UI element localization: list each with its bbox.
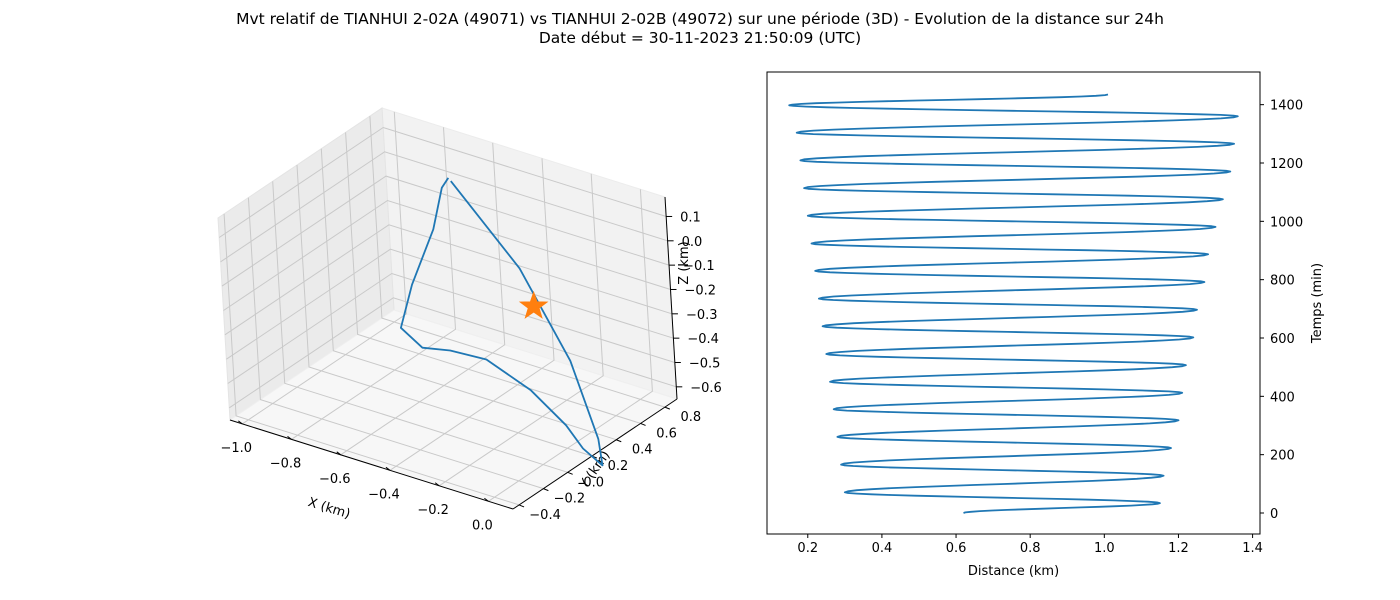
y-tick xyxy=(567,471,573,475)
y-tick xyxy=(616,439,622,443)
y-tick-label: 0.4 xyxy=(632,443,653,458)
y-tick-label: 800 xyxy=(1270,274,1295,289)
y-tick-label: 400 xyxy=(1270,390,1295,405)
y-tick-label: 0.8 xyxy=(681,410,702,425)
y-tick-label: 0 xyxy=(1270,507,1278,522)
x-tick xyxy=(484,497,489,502)
x-tick-label: 0.8 xyxy=(1020,541,1041,556)
x-axis-label: Distance (km) xyxy=(968,564,1059,579)
x-tick xyxy=(434,482,440,487)
grid-line-z xyxy=(220,151,668,263)
z-tick-label: 0.0 xyxy=(682,235,703,250)
grid-line-y xyxy=(296,164,593,457)
x-axis-label: X (km) xyxy=(306,495,352,522)
x-tick-label: 0.0 xyxy=(472,518,493,533)
z-tick-label: −0.4 xyxy=(687,332,719,347)
plot-3d: −1.0−0.8−0.6−0.4−0.20.0−0.4−0.20.00.20.4… xyxy=(217,107,722,533)
x-tick-label: −0.6 xyxy=(319,472,351,487)
grid-line-y xyxy=(272,181,568,473)
grid-line-y xyxy=(320,148,617,441)
x-tick xyxy=(287,435,292,440)
x-tick-label: 0.4 xyxy=(872,541,893,556)
y-tick xyxy=(518,504,525,508)
x-tick-label: −1.0 xyxy=(221,441,253,456)
grid-line-z xyxy=(226,248,674,360)
y-tick xyxy=(543,488,549,492)
x-tick xyxy=(385,466,391,471)
x-tick-label: −0.4 xyxy=(368,487,400,502)
y-tick-label: 600 xyxy=(1270,332,1295,347)
chart-subtitle: Date début = 30-11-2023 21:50:09 (UTC) xyxy=(538,29,862,47)
x-tick-label: 0.2 xyxy=(797,541,818,556)
x-tick-label: −0.8 xyxy=(270,456,302,471)
x-tick-label: 1.0 xyxy=(1094,541,1115,556)
plot-2d-distance: 0.2 0.4 0.6 0.8 1.0 1.2 1.4 0 200 400 600 800 1000 12… xyxy=(766,71,1325,579)
x-tick-label: 1.4 xyxy=(1242,541,1263,556)
y-tick-label: 0.0 xyxy=(583,475,604,490)
origin-star-marker xyxy=(518,290,549,319)
z-tick-label: −0.1 xyxy=(683,259,715,274)
grid-line-y xyxy=(223,213,520,506)
y-tick-label: 0.2 xyxy=(608,459,629,474)
grid-line-y xyxy=(345,132,641,424)
z-tick-label: 0.1 xyxy=(680,210,701,225)
y-tick-label: −0.4 xyxy=(529,508,561,523)
z-axis-line xyxy=(664,196,678,400)
grid-line-y xyxy=(369,116,666,408)
y-tick-label: 1400 xyxy=(1270,99,1303,114)
y-tick-label: 1200 xyxy=(1270,157,1303,172)
x-tick-label: −0.2 xyxy=(417,503,449,518)
grid-line-z xyxy=(221,175,670,287)
plot-frame xyxy=(766,71,1261,535)
x-tick-label: 0.6 xyxy=(946,541,967,556)
grid-line-z xyxy=(223,199,671,311)
x-tick xyxy=(238,420,243,425)
y-tick-label: 0.6 xyxy=(656,426,677,441)
z-axis-label: Z (km) xyxy=(677,241,692,284)
grid-line-y xyxy=(247,197,544,490)
y-tick xyxy=(640,422,646,426)
y-tick-label: 1000 xyxy=(1270,215,1303,230)
z-tick-label: −0.5 xyxy=(689,356,721,371)
distance-line-0 xyxy=(788,93,1239,514)
y-axis-label: Temps (min) xyxy=(1310,263,1325,344)
grid-line-z xyxy=(218,126,667,238)
y-tick-label: −0.2 xyxy=(554,492,586,507)
grid-line-z xyxy=(227,272,675,384)
trajectory-line-0 xyxy=(399,177,604,467)
z-tick-label: −0.6 xyxy=(690,381,722,396)
grid-line-z xyxy=(229,297,677,409)
x-axis-line xyxy=(229,419,514,510)
z-tick-label: −0.2 xyxy=(684,283,716,298)
x-tick-label: 1.2 xyxy=(1168,541,1189,556)
grid-line-z xyxy=(224,224,673,336)
y-tick-label: 200 xyxy=(1270,449,1295,464)
plot-area xyxy=(767,72,1260,534)
y-axis-line xyxy=(512,398,678,510)
y-tick xyxy=(664,406,671,410)
chart-title: Mvt relatif de TIANHUI 2-02A (49071) vs … xyxy=(236,10,1164,28)
x-tick xyxy=(336,451,342,456)
z-tick-label: −0.3 xyxy=(686,308,718,323)
